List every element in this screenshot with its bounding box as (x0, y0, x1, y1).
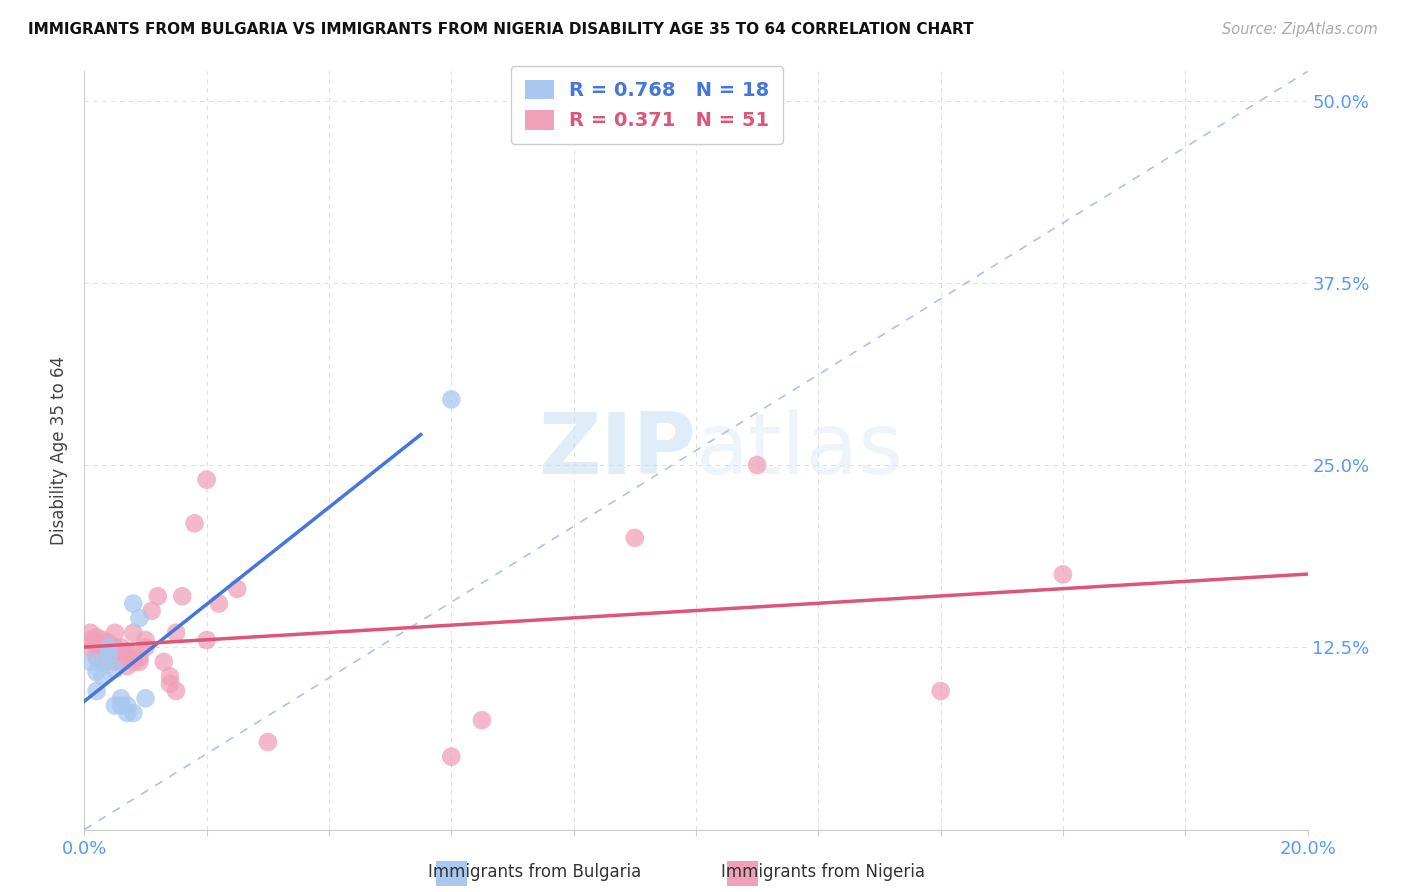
Point (110, 691, 132, 706)
Point (110, 698, 132, 713)
Point (135, 640, 157, 655)
Point (86, 665, 108, 679)
Point (153, 655, 176, 669)
Point (110, 640, 132, 655)
Point (115, 698, 138, 713)
Point (624, 531, 647, 545)
Point (104, 698, 127, 713)
Point (440, 749, 463, 764)
Point (91, 648, 114, 662)
Text: Immigrants from Bulgaria: Immigrants from Bulgaria (427, 863, 641, 881)
Point (104, 655, 127, 669)
Point (91, 655, 114, 669)
Point (97, 636, 120, 650)
Point (747, 458, 769, 472)
Point (86, 650, 108, 665)
Point (122, 648, 145, 662)
Point (104, 648, 127, 662)
Point (104, 640, 127, 655)
Point (97, 650, 120, 665)
Point (208, 597, 231, 611)
Point (128, 650, 150, 665)
Point (79, 633, 101, 648)
Point (97, 640, 120, 655)
Point (91, 669, 114, 683)
Point (110, 655, 132, 669)
Text: IMMIGRANTS FROM BULGARIA VS IMMIGRANTS FROM NIGERIA DISABILITY AGE 35 TO 64 CORR: IMMIGRANTS FROM BULGARIA VS IMMIGRANTS F… (28, 22, 974, 37)
Point (159, 677, 181, 691)
Point (86, 630, 108, 644)
Point (97, 648, 120, 662)
Point (165, 684, 187, 698)
Point (195, 633, 218, 648)
Point (226, 582, 249, 596)
Point (183, 516, 205, 531)
Y-axis label: Disability Age 35 to 64: Disability Age 35 to 64 (51, 356, 69, 545)
Point (257, 735, 280, 749)
Point (86, 640, 108, 655)
Point (86, 636, 108, 650)
Point (79, 640, 101, 655)
Point (128, 655, 150, 669)
Point (104, 625, 127, 640)
Point (122, 625, 145, 640)
Text: atlas: atlas (696, 409, 904, 492)
Point (929, 684, 952, 698)
Point (159, 669, 181, 683)
Point (115, 650, 138, 665)
Point (91, 640, 114, 655)
Point (122, 597, 145, 611)
Text: ZIP: ZIP (538, 409, 696, 492)
Point (97, 645, 120, 659)
Point (122, 706, 145, 720)
Point (135, 633, 157, 648)
Point (91, 655, 114, 669)
Point (86, 684, 108, 698)
Point (165, 625, 187, 640)
Point (122, 655, 145, 669)
Point (79, 655, 101, 669)
Point (128, 611, 150, 625)
Point (471, 713, 494, 727)
Point (440, 392, 463, 407)
Point (91, 633, 114, 648)
Point (115, 706, 138, 720)
Point (146, 589, 169, 603)
Point (172, 589, 194, 603)
Legend: R = 0.768   N = 18, R = 0.371   N = 51: R = 0.768 N = 18, R = 0.371 N = 51 (510, 66, 783, 144)
Point (115, 645, 138, 659)
Point (135, 691, 157, 706)
Point (79, 625, 101, 640)
Point (115, 659, 138, 673)
Text: Immigrants from Nigeria: Immigrants from Nigeria (720, 863, 925, 881)
Point (110, 648, 132, 662)
Text: Source: ZipAtlas.com: Source: ZipAtlas.com (1222, 22, 1378, 37)
Point (1052, 567, 1074, 582)
Point (141, 604, 163, 618)
Point (195, 473, 218, 487)
Point (104, 662, 127, 676)
